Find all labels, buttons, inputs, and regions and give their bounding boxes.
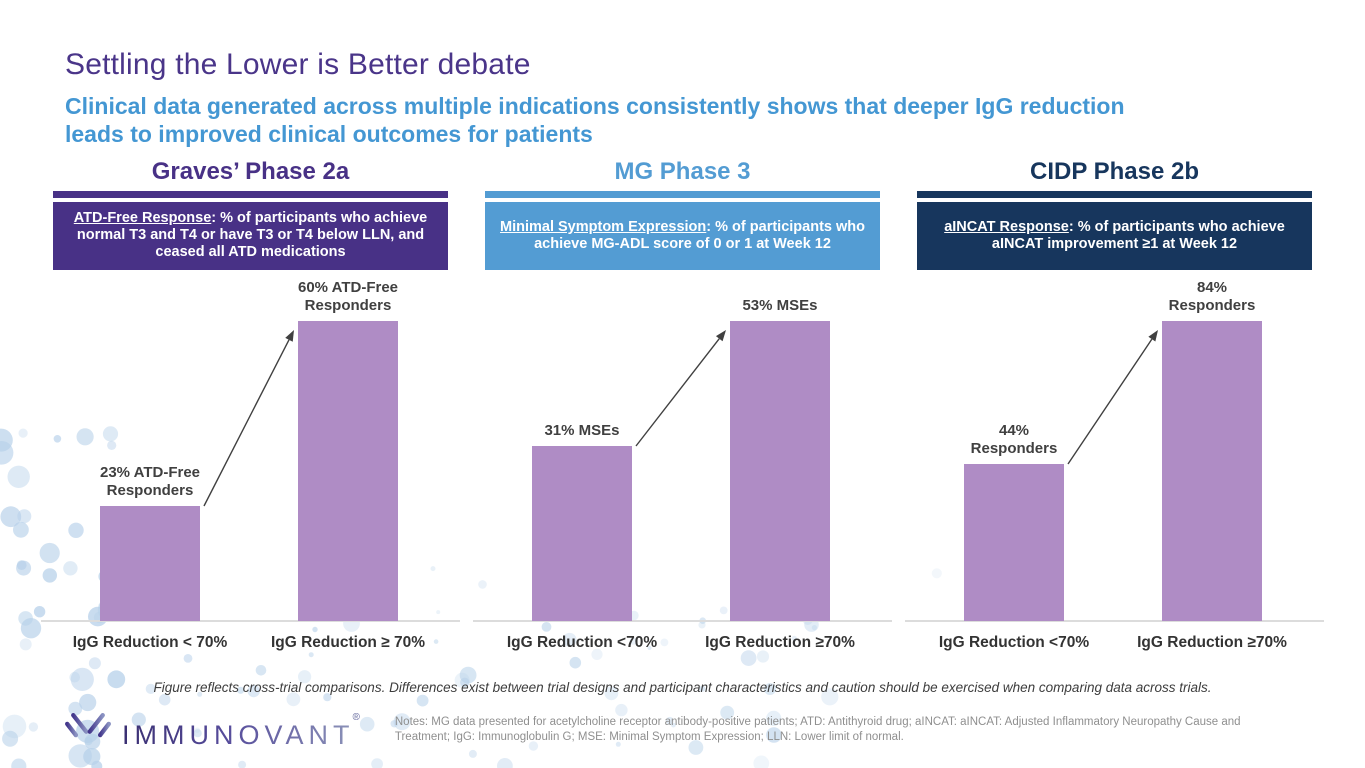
column-title: CIDP Phase 2b (1030, 158, 1199, 186)
bar-chart-graves: 23% ATD-Free Responders IgG Reduction < 7… (41, 270, 460, 654)
trial-column-cidp: CIDP Phase 2b aINCAT Response: % of part… (905, 158, 1324, 654)
accent-bar (485, 190, 880, 198)
bar-chart-mg: 31% MSEs IgG Reduction <70% 53% MSEs IgG Re… (473, 270, 892, 654)
bar-value-label: 31% MSEs (544, 421, 620, 439)
metric-description-box: Minimal Symptom Expression: % of partici… (485, 201, 880, 270)
metric-label: aINCAT Response (944, 218, 1069, 235)
bar-igg-reduction-70- (298, 320, 398, 621)
immunovant-logo: IMMUNOVANT® (62, 709, 367, 763)
bar-igg-reduction-70- (1162, 320, 1262, 621)
registered-mark: ® (352, 712, 365, 724)
trial-column-graves: Graves’ Phase 2a ATD-Free Response: % of… (41, 158, 460, 654)
trial-column-mg: MG Phase 3 Minimal Symptom Expression: %… (473, 158, 892, 654)
x-axis-label: IgG Reduction < 70% (72, 633, 228, 651)
antibody-icon (65, 712, 111, 760)
trend-arrow (635, 329, 726, 447)
bar-igg-reduction-70- (730, 320, 830, 621)
metric-description-box: aINCAT Response: % of participants who a… (917, 201, 1312, 270)
bar-value-label: 84% Responders (1168, 278, 1256, 314)
accent-bar (917, 190, 1312, 198)
page-subtitle-line-2: leads to improved clinical outcomes for … (65, 121, 593, 148)
bar-value-label: 53% MSEs (742, 296, 818, 314)
page-subtitle: Clinical data generated across multiple … (65, 92, 1300, 148)
metric-description: : % of participants who achieve MG-ADL s… (534, 218, 865, 252)
logo-wordmark: IMMUNOVANT (122, 720, 355, 751)
column-title: MG Phase 3 (614, 158, 751, 186)
footnotes-line-2: Treatment; IgG: Immunoglobulin G; MSE: M… (394, 731, 904, 744)
footnotes: Notes: MG data presented for acetylcholi… (395, 709, 1241, 746)
metric-label: ATD-Free Response (73, 210, 212, 227)
footer: IMMUNOVANT® Notes: MG data presented for… (62, 709, 1325, 763)
x-axis-label: IgG Reduction <70% (938, 633, 1090, 651)
x-axis-label: IgG Reduction ≥70% (1137, 633, 1287, 651)
trend-arrow (1067, 329, 1158, 465)
bar-value-label: 60% ATD-Free Responders (297, 278, 399, 314)
page-subtitle-line-1: Clinical data generated across multiple … (65, 93, 1125, 119)
x-axis-baseline (473, 619, 892, 622)
metric-label: Minimal Symptom Expression (500, 218, 707, 235)
x-axis-label: IgG Reduction ≥ 70% (270, 633, 426, 651)
metric-description: : % of participants who achieve normal T… (76, 210, 428, 261)
bar-igg-reduction-70- (532, 445, 632, 621)
x-axis-baseline (905, 619, 1324, 622)
metric-description-box: ATD-Free Response: % of participants who… (53, 201, 448, 270)
x-axis-label: IgG Reduction ≥70% (705, 633, 855, 651)
column-title: Graves’ Phase 2a (151, 158, 350, 186)
trial-columns: Graves’ Phase 2a ATD-Free Response: % of… (41, 158, 1324, 654)
footnotes-line-1: Notes: MG data presented for acetylcholi… (394, 715, 1241, 728)
trend-arrow (203, 329, 294, 507)
x-axis-label: IgG Reduction <70% (506, 633, 658, 651)
x-axis-baseline (41, 619, 460, 622)
bar-value-label: 23% ATD-Free Responders (99, 463, 201, 499)
accent-bar (53, 190, 448, 198)
bar-chart-cidp: 44% Responders IgG Reduction <70% 84% Resp… (905, 270, 1324, 654)
bar-igg-reduction-70- (964, 463, 1064, 621)
metric-description: : % of participants who achieve aINCAT i… (991, 218, 1285, 252)
figure-note: Figure reflects cross-trial comparisons.… (153, 679, 1212, 695)
bar-value-label: 44% Responders (970, 421, 1058, 457)
bar-igg-reduction-70- (100, 505, 200, 621)
page-title: Settling the Lower is Better debate (65, 48, 531, 81)
